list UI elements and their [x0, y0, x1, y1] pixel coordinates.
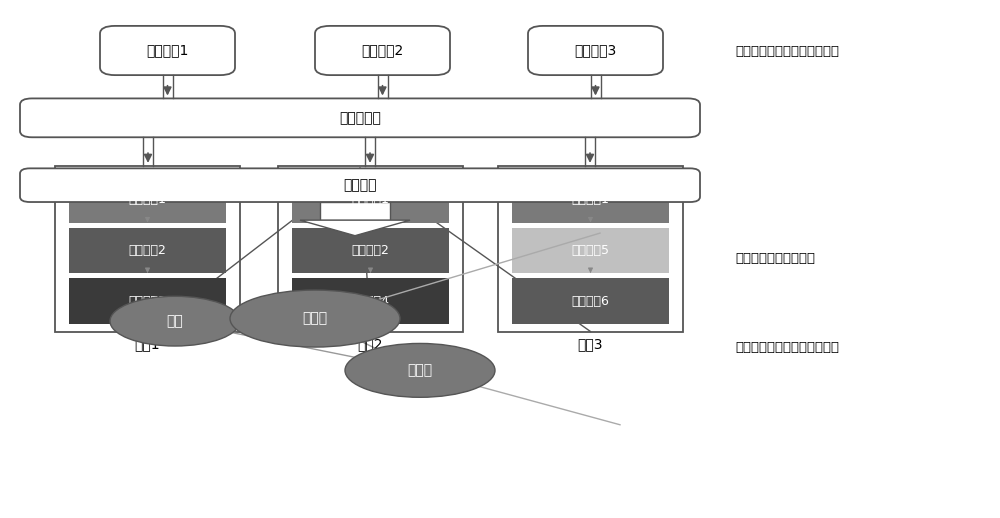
- Text: 交换机: 交换机: [302, 311, 328, 326]
- Text: 测量任务1: 测量任务1: [146, 44, 189, 57]
- Bar: [498, 166, 683, 332]
- Bar: [320, 202, 390, 220]
- Text: 声明式接口: 声明式接口: [339, 111, 381, 125]
- Bar: [292, 278, 449, 324]
- Text: 编译模块: 编译模块: [343, 178, 377, 192]
- Bar: [69, 278, 226, 324]
- FancyBboxPatch shape: [100, 26, 235, 75]
- Text: 处理流程4: 处理流程4: [352, 295, 389, 308]
- Polygon shape: [300, 220, 410, 236]
- Text: 路由器: 路由器: [407, 363, 433, 378]
- Text: 处理流程1: 处理流程1: [572, 193, 609, 206]
- Text: 查询2: 查询2: [358, 337, 383, 352]
- FancyBboxPatch shape: [528, 26, 663, 75]
- Text: 处理流程2: 处理流程2: [129, 244, 166, 257]
- FancyBboxPatch shape: [315, 26, 450, 75]
- Bar: [512, 177, 669, 223]
- Bar: [69, 177, 226, 223]
- Text: 查询3: 查询3: [578, 337, 603, 352]
- FancyBboxPatch shape: [20, 98, 700, 137]
- Bar: [292, 177, 449, 223]
- Bar: [512, 228, 669, 273]
- Text: 测量任务2: 测量任务2: [361, 44, 404, 57]
- Text: 处理流程6: 处理流程6: [572, 295, 609, 308]
- Bar: [278, 166, 463, 332]
- Text: 处理流程5: 处理流程5: [572, 244, 610, 257]
- Ellipse shape: [230, 290, 400, 347]
- Text: 解析测量意图得到查询: 解析测量意图得到查询: [735, 252, 815, 266]
- Text: 处理流程2: 处理流程2: [352, 244, 389, 257]
- Text: 编译为采集规则并分布式部署: 编译为采集规则并分布式部署: [735, 340, 839, 354]
- Text: 测量任务3: 测量任务3: [574, 44, 617, 57]
- Text: 处理流程1: 处理流程1: [129, 193, 166, 206]
- Text: 查询1: 查询1: [135, 337, 160, 352]
- Text: 处理流程1: 处理流程1: [352, 193, 389, 206]
- Bar: [69, 228, 226, 273]
- Text: 来自应用或者用户的测量意图: 来自应用或者用户的测量意图: [735, 45, 839, 59]
- Bar: [512, 278, 669, 324]
- FancyBboxPatch shape: [20, 168, 700, 202]
- Text: 处理流程3: 处理流程3: [129, 295, 166, 308]
- Ellipse shape: [110, 296, 240, 346]
- Text: 主机: 主机: [167, 314, 183, 328]
- Bar: [292, 228, 449, 273]
- Ellipse shape: [345, 343, 495, 397]
- Bar: [55, 166, 240, 332]
